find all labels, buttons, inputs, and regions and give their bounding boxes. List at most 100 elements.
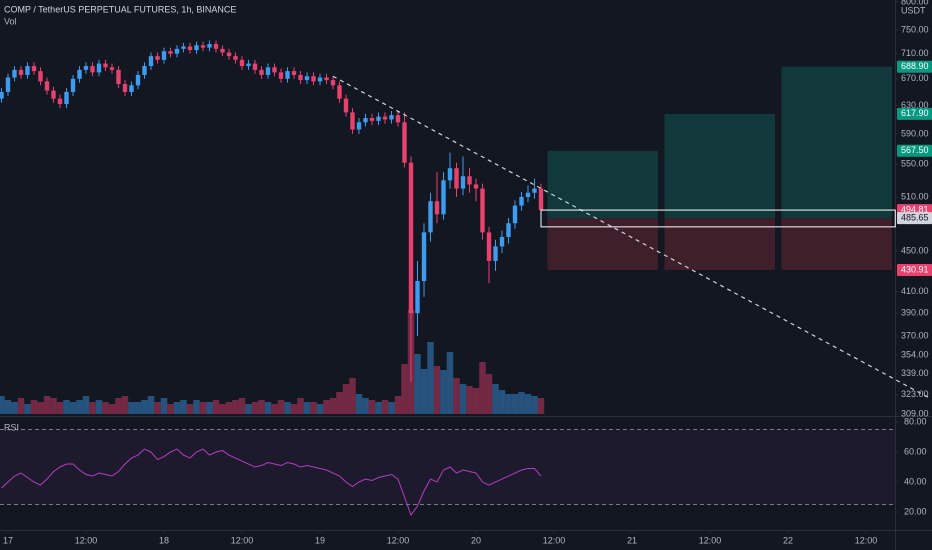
volume-bar <box>336 392 343 414</box>
volume-bar <box>518 392 525 414</box>
candle-body <box>200 45 206 48</box>
volume-label: Vol <box>4 16 17 26</box>
candle-body <box>109 67 115 70</box>
candle-body <box>213 44 219 49</box>
volume-bar <box>238 398 246 414</box>
volume-bar <box>17 398 25 414</box>
price-label-bg <box>897 144 932 157</box>
candle-body <box>155 56 160 60</box>
candle-body <box>142 66 147 75</box>
volume-bar <box>498 390 506 414</box>
y-tick-label: 450.00 <box>901 246 929 256</box>
candle-body <box>298 74 303 81</box>
candle-body <box>415 281 420 314</box>
candle-body <box>402 122 407 163</box>
volume-bar <box>492 384 499 414</box>
y-tick-label: 510.00 <box>901 191 929 201</box>
candle-body <box>148 56 154 67</box>
candle-body <box>460 176 466 189</box>
candle-body <box>421 232 427 282</box>
price-label: 494.81 <box>901 204 929 214</box>
price-label: 485.65 <box>901 213 929 223</box>
volume-bar <box>375 402 382 414</box>
candle-body <box>31 66 37 72</box>
candle-body <box>343 98 349 113</box>
y-tick-label: 670.00 <box>901 73 929 83</box>
profit-zone <box>547 150 659 219</box>
volume-bar <box>115 398 122 414</box>
candle-body <box>278 72 284 79</box>
volume-bar <box>180 400 187 414</box>
volume-bar <box>323 400 330 414</box>
volume-bar <box>524 394 532 414</box>
volume-bar <box>251 402 259 414</box>
volume-bar <box>303 402 311 414</box>
volume-bar <box>69 402 77 414</box>
volume-bar <box>63 400 70 414</box>
volume-bar <box>258 400 265 414</box>
volume-bar <box>43 396 51 414</box>
candle-body <box>493 246 498 261</box>
y-tick-label: 710.00 <box>901 48 929 58</box>
candle-body <box>356 122 362 130</box>
x-tick-label: 12:00 <box>543 535 566 545</box>
candle-body <box>64 91 69 105</box>
candle-body <box>51 90 56 99</box>
candle-body <box>265 67 271 75</box>
candle-body <box>233 56 238 60</box>
volume-bar <box>446 352 454 414</box>
volume-bar <box>141 400 148 414</box>
candle-body <box>434 201 440 215</box>
volume-bar <box>11 402 18 414</box>
volume-bar <box>381 400 389 414</box>
volume-bar <box>95 400 103 414</box>
candle-body <box>174 48 180 54</box>
volume-bar <box>225 402 233 414</box>
volume-bar <box>394 396 402 414</box>
y-tick-label: 550.00 <box>901 159 929 169</box>
volume-bar <box>160 398 168 414</box>
rsi-tick-label: 80.00 <box>904 416 927 426</box>
candle-body <box>38 71 43 82</box>
rsi-title: RSI <box>4 422 19 432</box>
volume-bar <box>82 396 90 414</box>
volume-bar <box>433 366 441 414</box>
price-label-bg <box>897 60 932 73</box>
volume-bar <box>245 404 252 414</box>
y-unit: USDT <box>901 5 926 15</box>
volume-bar <box>472 388 480 414</box>
candle-body <box>512 205 518 224</box>
trendline <box>332 75 932 400</box>
volume-bar <box>232 400 239 414</box>
candle-body <box>324 77 329 81</box>
volume-bar <box>310 402 317 414</box>
loss-zone <box>547 218 659 270</box>
volume-bar <box>459 384 467 414</box>
price-label-bg <box>897 263 932 276</box>
candle-body <box>525 192 531 197</box>
candle-body <box>304 76 310 81</box>
candle-body <box>122 84 128 92</box>
price-label-bg <box>897 212 932 225</box>
volume-bar <box>440 370 447 414</box>
candle-body <box>350 112 355 130</box>
volume-bar <box>362 398 369 414</box>
x-tick-label: 18 <box>159 535 169 545</box>
y-tick-label: 309.00 <box>901 408 929 418</box>
y-tick-label: 800.00 <box>901 0 929 6</box>
volume-bar <box>368 400 376 414</box>
loss-zone <box>664 218 776 270</box>
y-tick-label: 323.00 <box>901 389 929 399</box>
candle-body <box>25 66 30 75</box>
loss-zone <box>781 218 893 270</box>
candle-body <box>77 69 82 79</box>
candle-body <box>44 81 50 91</box>
candle-body <box>389 115 394 120</box>
volume-bar <box>206 402 213 414</box>
x-tick-label: 12:00 <box>699 535 722 545</box>
volume-bar <box>420 369 428 414</box>
x-tick-label: 21 <box>627 535 637 545</box>
x-tick-label: 19 <box>315 535 325 545</box>
profit-zone <box>664 113 776 219</box>
